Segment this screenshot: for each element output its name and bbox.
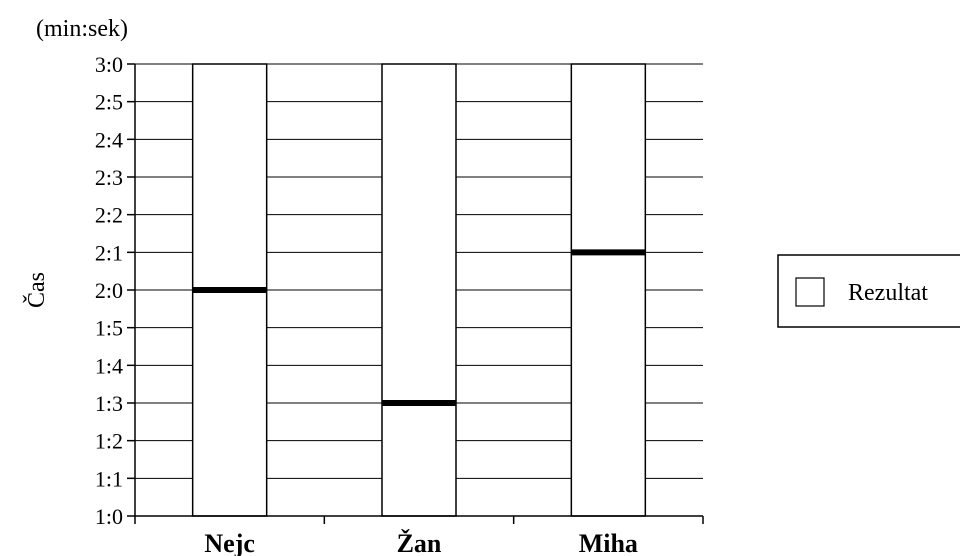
y-tick-label: 1:5 (95, 316, 123, 341)
y-tick-label: 1:3 (95, 391, 123, 416)
bar-2 (570, 63, 647, 517)
y-tick-label: 2:3 (95, 165, 123, 190)
y-tick-label: 1:4 (95, 353, 123, 378)
category-label-1: Žan (397, 529, 442, 556)
y-tick-label: 2:0 (95, 278, 123, 303)
bar-1 (381, 63, 457, 517)
value-markers (192, 249, 646, 406)
y-tick-label: 1:0 (95, 504, 123, 529)
y-tick-label: 2:5 (95, 90, 123, 115)
y-axis-title: Čas (23, 272, 50, 308)
legend-swatch (795, 277, 825, 307)
legend: Rezultat (777, 254, 960, 328)
unit-label: (min:sek) (36, 16, 128, 42)
y-tick-label: 2:4 (95, 127, 123, 152)
category-label-0: Nejc (204, 529, 255, 556)
y-tick-label: 2:1 (95, 240, 123, 265)
y-tick-label: 3:0 (95, 52, 123, 77)
category-label-2: Miha (579, 529, 638, 556)
y-tick-label: 1:2 (95, 429, 123, 454)
legend-entry: Rezultat (848, 280, 928, 306)
y-tick-label: 1:1 (95, 466, 123, 491)
category-labels: Nejc Žan Miha (204, 529, 638, 556)
y-tick-label: 2:2 (95, 203, 123, 228)
y-tick-labels: 1:0 1:1 1:2 1:3 1:4 1:5 2:0 2:1 2:2 2:3 2:4 2:5 3:0 (95, 52, 135, 529)
